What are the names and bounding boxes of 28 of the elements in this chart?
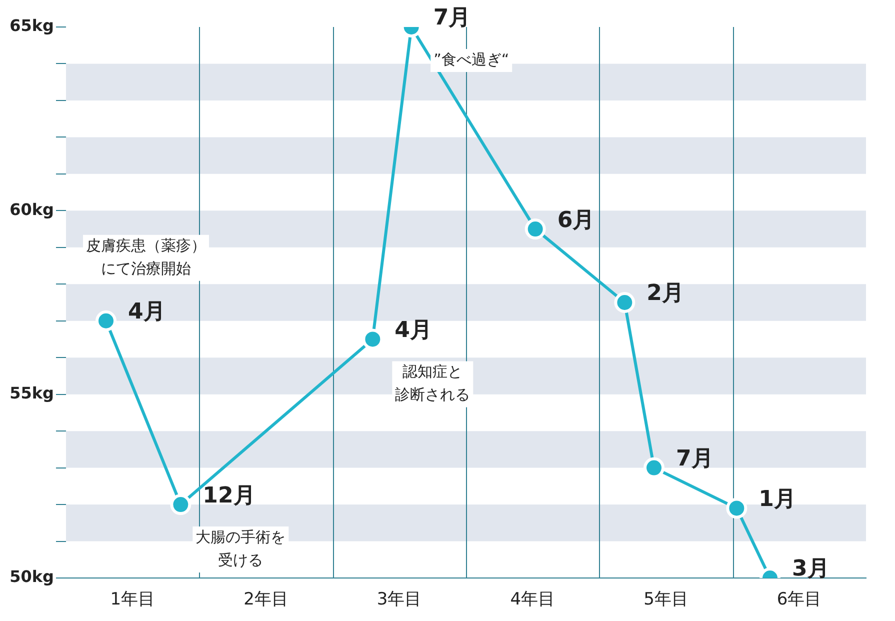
x-tick-label: 1年目	[110, 590, 156, 610]
y-tick-label: 65kg	[10, 16, 54, 36]
point	[96, 310, 116, 332]
x-tick-label: 3年目	[376, 590, 422, 610]
annotation: 3月	[792, 556, 830, 582]
annotation: 6月	[557, 208, 595, 233]
annotation: 2月	[646, 281, 684, 306]
x-tick-label: 2年目	[244, 590, 288, 610]
y-tick-label: 60kg	[10, 200, 54, 219]
annotation: 7月	[433, 6, 471, 31]
annotation: 1月	[758, 486, 796, 512]
annotation: 大腸の手術を受ける	[196, 528, 286, 569]
annotation: 4月	[394, 318, 432, 343]
annotation: 認知症と診断される	[395, 362, 470, 404]
annotation: 4月	[128, 300, 166, 325]
x-tick-label: 6年目	[776, 590, 822, 610]
annotation: 12月	[202, 483, 256, 508]
point	[726, 498, 748, 519]
point	[170, 494, 192, 516]
annotation: 7月	[676, 446, 714, 472]
annotation: ”食べ過ぎ“	[434, 50, 510, 68]
x-tick-label: 5年目	[644, 590, 688, 610]
y-tick-label: 50kg	[10, 567, 54, 586]
annotation: 皮膚疾患（薬疹）にて治療開始	[86, 236, 206, 278]
y-tick-label: 55kg	[10, 383, 54, 402]
x-tick-label: 4年目	[510, 590, 556, 610]
point	[614, 292, 636, 313]
point	[524, 218, 546, 240]
